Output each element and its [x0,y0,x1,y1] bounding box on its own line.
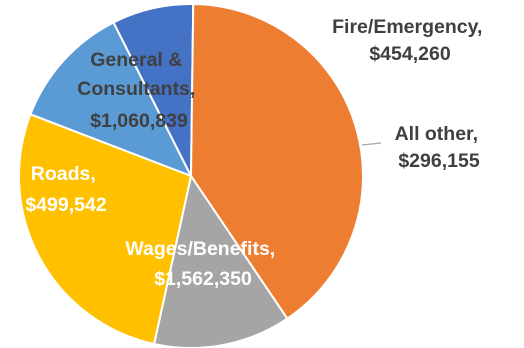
roads-name: Roads, [31,163,96,185]
wages-benefits-name: Wages/Benefits, [125,238,275,260]
general-consultants-line-1: General & [90,49,182,71]
roads-value: $499,542 [25,194,106,216]
pie-slice-wages-benefits [190,3,364,320]
general-consultants-line-2: Consultants, [77,78,195,100]
general-consultants-value: $1,060,839 [90,110,188,132]
wages-benefits-value: $1,562,350 [154,268,252,290]
all-other-name: All other, [395,123,478,145]
pie-slice-general-consultants [17,113,192,345]
roads-label: Roads, $499,542 [25,163,106,216]
all-other-leader-line [361,142,382,146]
fire-emergency-value: $454,260 [369,43,450,65]
pie-slices [17,3,364,348]
pie-slice-fire-emergency [29,21,192,177]
wages-benefits-label: Wages/Benefits, $1,562,350 [125,238,280,290]
fire-emergency-name: Fire/Emergency, [332,16,482,38]
all-other-label: All other, $296,155 [395,123,484,172]
pie-slice-roads [153,175,289,348]
all-other-value: $296,155 [398,150,479,172]
general-consultants-label: General & Consultants, $1,060,839 [77,49,201,132]
fire-emergency-label: Fire/Emergency, $454,260 [332,16,488,65]
